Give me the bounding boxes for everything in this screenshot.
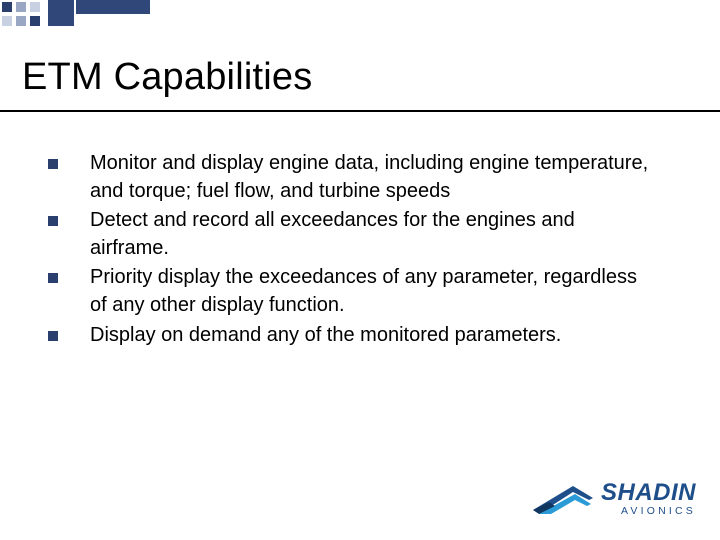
deco-row	[0, 14, 42, 28]
bullet-list: Monitor and display engine data, includi…	[48, 150, 658, 351]
bullet-marker-icon	[48, 216, 58, 226]
deco-bar	[76, 0, 150, 14]
corner-decoration	[0, 0, 150, 42]
bullet-marker-icon	[48, 273, 58, 283]
list-item: Detect and record all exceedances for th…	[48, 207, 658, 262]
deco-dot	[2, 2, 12, 12]
deco-dot	[30, 2, 40, 12]
bullet-text: Priority display the exceedances of any …	[90, 264, 658, 319]
bullet-text: Detect and record all exceedances for th…	[90, 207, 658, 262]
slide-title: ETM Capabilities	[22, 56, 312, 99]
list-item: Priority display the exceedances of any …	[48, 264, 658, 319]
company-logo: SHADIN AVIONICS	[531, 478, 696, 520]
title-underline	[0, 110, 720, 112]
deco-row	[0, 0, 42, 14]
list-item: Display on demand any of the monitored p…	[48, 322, 658, 350]
logo-mark-icon	[531, 478, 595, 520]
bullet-text: Display on demand any of the monitored p…	[90, 322, 658, 350]
logo-main-text: SHADIN	[601, 481, 696, 505]
bullet-marker-icon	[48, 159, 58, 169]
deco-dot	[16, 16, 26, 26]
deco-dot	[16, 2, 26, 12]
bullet-marker-icon	[48, 331, 58, 341]
bullet-text: Monitor and display engine data, includi…	[90, 150, 658, 205]
deco-square	[48, 0, 74, 26]
list-item: Monitor and display engine data, includi…	[48, 150, 658, 205]
deco-dot	[30, 16, 40, 26]
logo-sub-text: AVIONICS	[621, 506, 696, 517]
logo-text: SHADIN AVIONICS	[601, 481, 696, 517]
deco-dot	[2, 16, 12, 26]
